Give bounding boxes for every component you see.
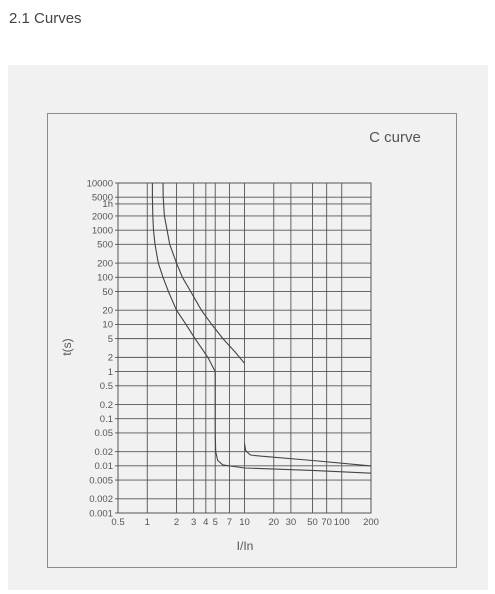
y-tick-label: 20 [102,306,113,317]
y-tick-label: 10 [102,320,113,331]
x-tick-label: 200 [363,517,379,528]
y-tick-label: 500 [97,240,113,251]
curve-line-3 [243,443,372,467]
y-tick-label: 0.005 [89,475,113,486]
x-tick-labels: 0.5 1 2 3 4 5 7 10 20 30 50 70 100 200 [111,517,379,528]
grid-lines [115,182,372,514]
y-tick-label: 200 [97,258,113,269]
chart-frame [47,113,457,568]
y-tick-label: 0.001 [89,508,113,519]
x-tick-label: 7 [227,517,232,528]
y-tick-label: 0.1 [100,414,113,425]
y-tick-label: 0.05 [95,428,114,439]
x-tick-label: 20 [268,517,279,528]
x-tick-label: 50 [307,517,318,528]
section-title: 2.1 Curves [9,10,82,27]
curve-line-2 [162,182,245,364]
x-tick-label: 0.5 [111,517,124,528]
x-tick-label: 4 [203,517,208,528]
y-tick-label: 0.002 [89,494,113,505]
y-tick-label: 1h [102,199,113,210]
chart-panel [8,65,488,590]
x-tick-label: 100 [334,517,350,528]
y-tick-label: 0.01 [95,461,114,472]
y-tick-label: 50 [102,287,113,298]
y-tick-label: 5 [108,334,113,345]
y-tick-label: 2 [108,353,113,364]
x-axis-label: I/In [237,539,254,553]
x-tick-label: 5 [213,517,218,528]
x-tick-label: 2 [174,517,179,528]
y-tick-label: 0.2 [100,400,113,411]
y-axis-label: t(s) [60,338,74,355]
curve-line-1 [151,183,372,474]
y-tick-label: 1000 [92,225,113,236]
chart-title: C curve [369,129,421,146]
y-tick-label: 1 [108,367,113,378]
y-tick-label: 10000 [87,178,113,189]
x-tick-label: 70 [321,517,332,528]
y-tick-label: 0.5 [100,381,113,392]
x-tick-label: 10 [239,517,250,528]
y-tick-label: 2000 [92,211,113,222]
x-tick-label: 3 [191,517,196,528]
curves [151,182,372,474]
y-tick-label: 5000 [92,192,113,203]
x-tick-label: 1 [145,517,150,528]
y-tick-label: 100 [97,273,113,284]
y-tick-label: 0.02 [95,447,114,458]
x-tick-label: 30 [286,517,297,528]
